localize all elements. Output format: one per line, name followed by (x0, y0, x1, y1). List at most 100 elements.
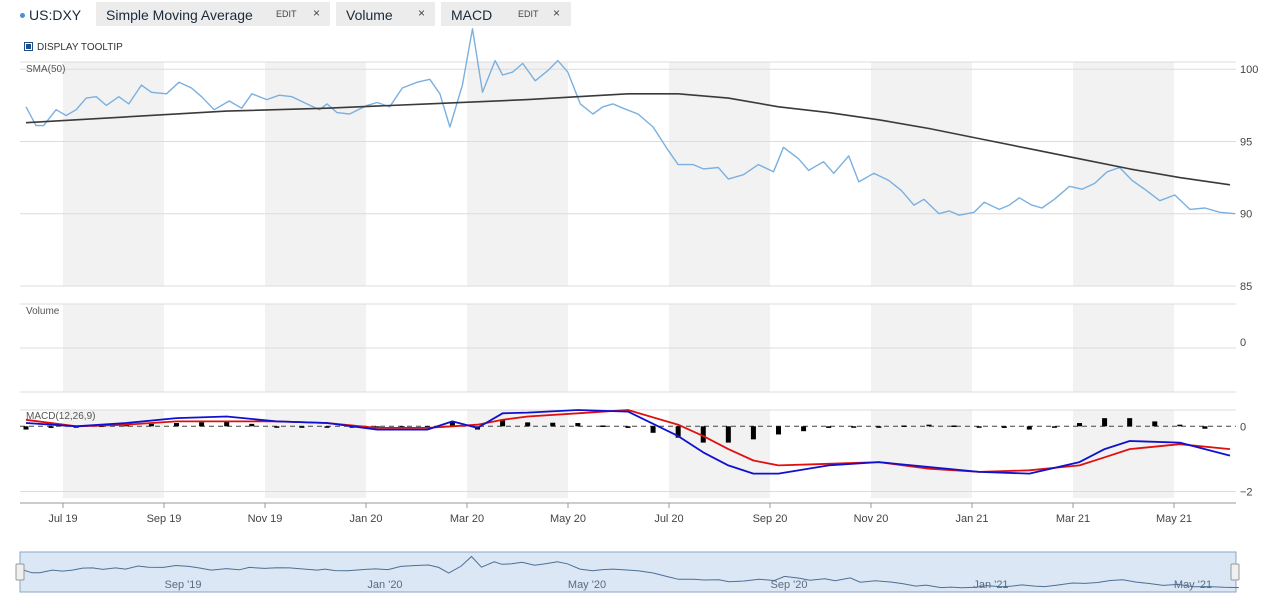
navigator-right-handle[interactable] (1230, 563, 1240, 581)
x-tick-label: May 20 (550, 513, 586, 525)
macd-tick-label: −2 (1240, 486, 1253, 498)
macd-histogram-bar (1102, 418, 1108, 427)
series-dot-icon (20, 13, 25, 18)
x-tick-label: Mar 21 (1056, 513, 1090, 525)
toolbar: US:DXY Simple Moving Average EDIT × Volu… (0, 0, 1264, 30)
navigator-tick-label: Jan '21 (973, 579, 1008, 591)
time-band (1073, 410, 1174, 498)
macd-histogram-bar (926, 424, 932, 427)
macd-histogram-bar (550, 422, 556, 427)
macd-histogram-bar (1177, 424, 1183, 427)
x-tick-label: Jan 21 (955, 513, 988, 525)
macd-histogram-bar (199, 422, 205, 427)
macd-histogram-bar (700, 426, 706, 443)
navigator-tick-label: Sep '20 (771, 579, 808, 591)
macd-histogram-bar (525, 422, 531, 427)
study-macd-edit-button[interactable]: EDIT (518, 9, 539, 19)
macd-histogram-bar (23, 426, 29, 430)
study-sma-close-icon[interactable]: × (313, 6, 321, 20)
x-tick-label: Nov 19 (248, 513, 283, 525)
study-sma-name[interactable]: Simple Moving Average (106, 7, 253, 23)
study-volume-close-icon[interactable]: × (418, 6, 426, 20)
macd-histogram-bar (1026, 426, 1032, 430)
price-tick-label: 85 (1240, 281, 1252, 293)
macd-histogram-bar (1152, 421, 1158, 427)
price-pane-label: SMA(50) (26, 64, 65, 75)
time-band (63, 62, 164, 286)
macd-histogram-bar (1127, 418, 1133, 427)
macd-histogram-bar (625, 426, 631, 428)
macd-histogram-bar (249, 423, 255, 427)
time-band (871, 62, 972, 286)
macd-pane: 0 −2 (20, 409, 1253, 498)
navigator-tick-label: May '21 (1174, 579, 1212, 591)
navigator-series-line (21, 555, 1240, 589)
time-band (265, 62, 366, 286)
navigator-tick-label: May '20 (568, 579, 606, 591)
macd-histogram-bar (174, 423, 179, 427)
study-volume-name[interactable]: Volume (346, 7, 393, 23)
x-axis: Jul 19 Sep 19 Nov 19 Jan 20 Mar 20 May 20 Jul … (20, 502, 1236, 525)
sma-series-line (25, 93, 1231, 186)
macd-histogram-bar (876, 426, 882, 428)
navigator-left-handle[interactable] (15, 563, 25, 581)
alternating-bands (63, 62, 1174, 498)
study-macd-chip: MACD EDIT × (441, 2, 571, 26)
macd-histogram-bar (148, 423, 154, 427)
macd-histogram-bar (575, 423, 581, 427)
macd-histogram-bar (901, 425, 907, 427)
x-tick-label: May 21 (1156, 513, 1192, 525)
display-tooltip-toggle[interactable]: DISPLAY TOOLTIP (24, 42, 123, 53)
x-tick-label: Mar 20 (450, 513, 484, 525)
macd-histogram-bar (1077, 423, 1082, 427)
macd-histogram-bar (1051, 426, 1057, 428)
x-tick-label: Jul 20 (654, 513, 683, 525)
macd-histogram-bar (449, 421, 455, 427)
macd-histogram-bar (851, 426, 857, 428)
macd-histogram-bar (801, 426, 807, 432)
time-band (669, 62, 770, 286)
volume-pane: 0 (1240, 337, 1246, 349)
macd-histogram-bar (976, 426, 982, 428)
price-pane: 85 90 95 100 (25, 28, 1258, 293)
grid-lines (20, 61, 1236, 492)
x-tick-label: Sep 20 (753, 513, 788, 525)
macd-histogram-bar (1001, 426, 1007, 428)
macd-histogram-bar (600, 425, 606, 427)
price-tick-label: 90 (1240, 209, 1252, 221)
time-band (871, 410, 972, 498)
macd-histogram-bar (500, 419, 506, 427)
x-tick-label: Jan 20 (349, 513, 382, 525)
macd-line (25, 409, 1231, 475)
volume-tick-label: 0 (1240, 337, 1246, 349)
price-tick-label: 95 (1240, 136, 1252, 148)
study-sma-edit-button[interactable]: EDIT (276, 9, 297, 19)
macd-histogram-bar (299, 426, 305, 428)
checkbox-icon[interactable] (24, 42, 33, 51)
x-tick-label: Jul 19 (48, 513, 77, 525)
macd-histogram-bar (650, 426, 656, 433)
study-macd-close-icon[interactable]: × (553, 6, 561, 20)
macd-pane-label: MACD(12,26,9) (26, 411, 95, 422)
macd-histogram-bar (324, 426, 330, 428)
x-tick-label: Sep 19 (147, 513, 182, 525)
price-tick-label: 100 (1240, 64, 1258, 76)
macd-histogram-bar (274, 426, 280, 428)
time-band (467, 62, 568, 286)
macd-histogram-bar (776, 426, 781, 435)
macd-histogram-bar (750, 426, 756, 440)
macd-histogram-bar (725, 426, 731, 443)
symbol-label[interactable]: US:DXY (20, 7, 81, 23)
macd-histogram-bar (675, 426, 681, 438)
macd-histogram-bar (1202, 426, 1208, 429)
study-macd-name[interactable]: MACD (451, 7, 493, 23)
signal-line (25, 409, 1231, 473)
macd-tick-label: 0 (1240, 421, 1246, 433)
navigator-tick-label: Jan '20 (367, 579, 402, 591)
study-volume-chip: Volume × (336, 2, 435, 26)
macd-histogram-bar (48, 426, 54, 428)
navigator-tick-label: Sep '19 (165, 579, 202, 591)
x-tick-label: Nov 20 (854, 513, 889, 525)
navigator[interactable]: Sep '19 Jan '20 May '20 Sep '20 Jan '21 May '… (15, 551, 1240, 593)
